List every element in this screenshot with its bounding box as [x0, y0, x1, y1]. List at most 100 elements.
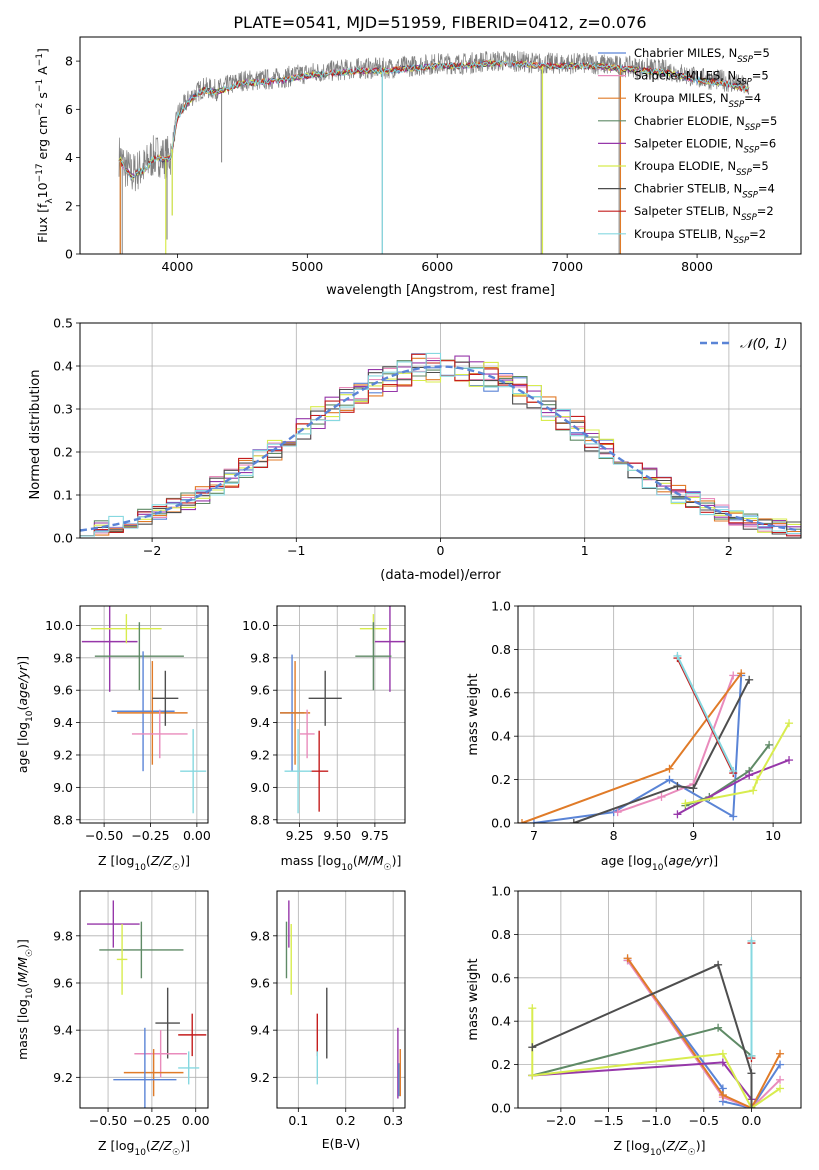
weight-point	[623, 954, 632, 963]
x-axis-label: wavelength [Angstrom, rest frame]	[326, 283, 555, 298]
y-axis-label-part: 10	[35, 182, 50, 198]
weight-point	[765, 740, 774, 749]
plot-area-age-vs-mass	[280, 606, 405, 814]
weight-point	[673, 810, 682, 819]
x-axis-label-part: 10	[134, 863, 146, 873]
axes-frame	[79, 890, 209, 1109]
panel-mass-vs-EBV: 0.1 0.2 0.3 9.2 9.4 9.6 9.8 E(B-V)	[250, 890, 406, 1151]
x-axis-label-part: age/yr	[668, 853, 709, 868]
x-tick-label: 6000	[421, 259, 453, 274]
legend-entry-text: =4	[758, 182, 775, 196]
y-axis-label-part: ☉	[25, 949, 35, 957]
histogram-step-line	[80, 352, 801, 537]
y-tick-label: 1.0	[491, 884, 511, 899]
weight-point	[528, 1004, 537, 1013]
weight-point	[718, 1090, 727, 1099]
y-axis-label-part: )]	[15, 656, 30, 666]
x-axis-label-part: ☉	[384, 863, 392, 873]
legend-entry: Chabrier ELODIE, NSSP=5	[634, 114, 777, 133]
y-axis-label: mass [log10(M/M☉)]	[15, 939, 35, 1060]
x-tick-label: −2	[143, 543, 161, 558]
y-axis-label-part: erg cm	[35, 116, 50, 164]
x-axis-label-part: (	[663, 853, 668, 868]
panel-age-vs-mass: 9.25 9.50 9.75 8.8 9.0 9.2 9.4 9.6 9.8 10.0 mass […	[242, 605, 406, 873]
weight-point	[729, 812, 738, 821]
data-point	[310, 730, 329, 812]
data-point	[152, 670, 179, 726]
y-axis-label-part: A	[35, 66, 50, 79]
x-tick-label: −2.0	[546, 1113, 576, 1128]
x-axis-label-part: 10	[652, 863, 664, 873]
x-axis-label-part: M/M	[358, 853, 384, 868]
y-axis-label-part: −17	[35, 163, 45, 182]
y-tick-label: 9.6	[250, 683, 270, 698]
weight-point	[673, 782, 682, 791]
weight-point	[673, 651, 682, 660]
data-point	[87, 900, 140, 948]
data-point	[91, 614, 162, 644]
legend-entry: Salpeter STELIB, NSSP=2	[634, 204, 774, 223]
x-axis-label-part: Z [log	[614, 1138, 650, 1153]
legend-entry: Chabrier STELIB, NSSP=4	[634, 182, 775, 201]
x-axis-label-part: Z [log	[98, 1138, 134, 1153]
y-axis-label: Flux [fλ10−17 erg cm−2 s−1 A−1]	[35, 48, 55, 243]
panel-age-vs-Z: −0.50 −0.25 0.00 8.8 9.0 9.2 9.4 9.6 9.8 10.0 Z [l…	[15, 605, 211, 873]
legend-entry-text: Kroupa STELIB, N	[634, 227, 734, 241]
weight-point	[776, 1084, 785, 1093]
y-tick-label: 0.2	[53, 445, 73, 460]
plot-area-age-vs-Z	[81, 606, 207, 814]
x-axis-label-part: Z/Z	[150, 1138, 173, 1153]
weight-point	[776, 1060, 785, 1069]
legend-entry: Kroupa ELODIE, NSSP=5	[634, 159, 769, 178]
y-tick-label: 0.0	[491, 816, 511, 831]
x-axis-label: Z [log10(Z/Z☉)]	[98, 853, 190, 873]
y-tick-label: 0.1	[53, 488, 73, 503]
weight-series-line	[626, 957, 781, 1108]
y-tick-label: 9.4	[250, 1023, 270, 1038]
x-tick-label: 8	[610, 828, 618, 843]
weight-point	[776, 1049, 785, 1058]
y-tick-label: 2	[65, 198, 73, 213]
legend-entry-text: =5	[752, 159, 769, 173]
y-tick-label: 9.6	[53, 683, 73, 698]
y-tick-label: 9.4	[53, 1023, 73, 1038]
data-point	[155, 987, 180, 1059]
x-axis-label: mass [log10(M/M☉)]	[281, 853, 402, 873]
legend-entry-text: Chabrier STELIB, N	[634, 182, 742, 196]
data-point	[116, 924, 128, 995]
plot-area-spectrum	[118, 50, 750, 254]
weight-point	[665, 764, 674, 773]
y-axis-label-part: 10	[25, 710, 35, 722]
weight-point	[613, 808, 622, 817]
weight-series-line	[676, 655, 735, 772]
y-axis-label-part: λ	[45, 198, 55, 204]
axes-frame	[276, 605, 406, 824]
y-tick-label: 0.6	[491, 970, 511, 985]
y-axis-label-part: age/yr	[15, 665, 30, 706]
weight-series-line	[531, 963, 753, 1108]
x-axis-label-part: )]	[180, 1138, 190, 1153]
legend-entry-text: Salpeter ELODIE, N	[634, 136, 744, 150]
legend-entry: Salpeter MILES, NSSP=5	[634, 69, 769, 88]
weight-point	[747, 1104, 756, 1108]
y-axis-label-part: (	[15, 983, 30, 988]
y-axis-label-part: mass [log	[15, 999, 30, 1060]
x-tick-label: −0.25	[131, 828, 169, 843]
y-tick-label: 0.6	[491, 685, 511, 700]
weight-point	[689, 784, 698, 793]
y-tick-label: 0.5	[53, 316, 73, 331]
weight-point	[714, 1023, 723, 1032]
x-tick-label: 2	[725, 543, 733, 558]
x-axis-label-part: mass [log	[281, 853, 342, 868]
x-tick-label: 1	[581, 543, 589, 558]
legend-entry-text: =5	[753, 46, 770, 60]
x-tick-label: 8000	[681, 259, 713, 274]
y-tick-label: 9.2	[250, 1070, 270, 1085]
y-tick-label: 1.0	[491, 599, 511, 614]
panel-spectrum: 4000 5000 6000 7000 8000 0 2 4 6 8 wavelength [Ang…	[35, 36, 802, 298]
x-tick-label: −0.25	[133, 1113, 171, 1128]
weight-point	[718, 1058, 727, 1067]
weight-point	[747, 1051, 756, 1060]
